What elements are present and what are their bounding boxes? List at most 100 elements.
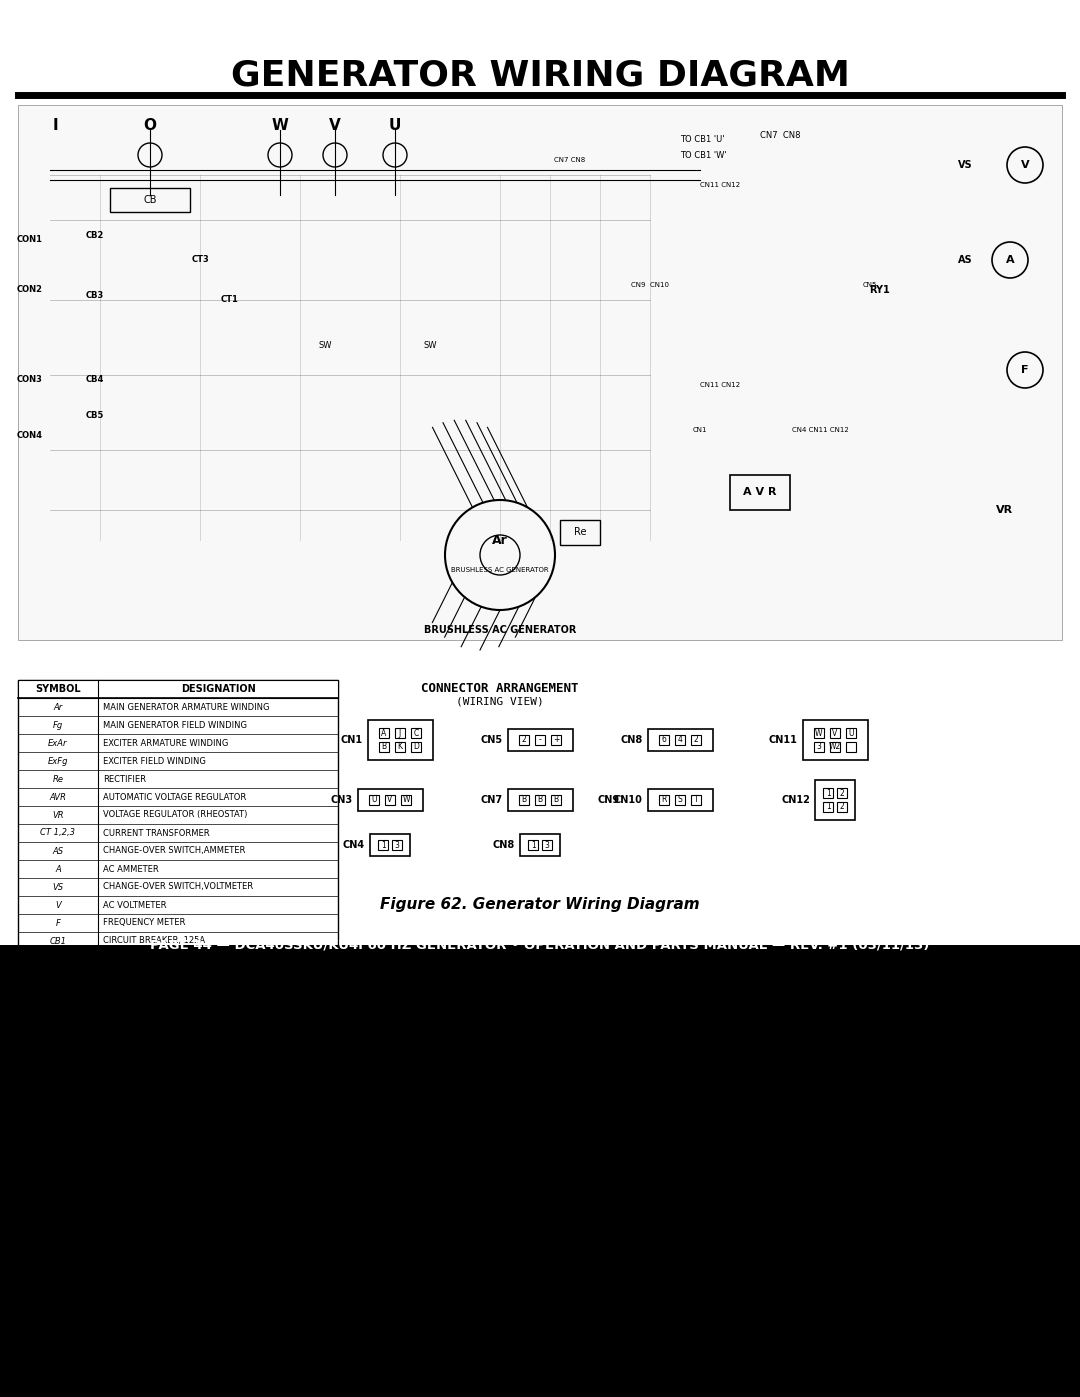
Text: Re: Re xyxy=(573,527,586,536)
Text: VR: VR xyxy=(52,810,64,820)
Text: 6: 6 xyxy=(661,735,666,745)
Text: CN7 CN8: CN7 CN8 xyxy=(554,156,585,163)
Bar xyxy=(395,728,405,739)
Text: SELECTOR SWITCH: SELECTOR SWITCH xyxy=(103,1045,183,1053)
Text: CB1: CB1 xyxy=(50,936,67,946)
Text: 2: 2 xyxy=(522,735,526,745)
Text: C: C xyxy=(414,729,419,738)
Bar xyxy=(813,742,824,752)
Text: K: K xyxy=(397,742,403,752)
Bar xyxy=(730,475,789,510)
Text: V: V xyxy=(388,795,393,805)
Text: CON3,4: CON3,4 xyxy=(42,1009,75,1017)
Text: RECEPTACLE, CS6369: RECEPTACLE, CS6369 xyxy=(103,990,194,999)
Text: CN8: CN8 xyxy=(620,735,643,745)
Text: RECEPTACLE, GF-500EM: RECEPTACLE, GF-500EM xyxy=(103,1009,204,1017)
Bar xyxy=(535,795,545,805)
Bar xyxy=(813,728,824,739)
Bar xyxy=(402,795,411,805)
Text: CT3: CT3 xyxy=(191,256,208,264)
Text: 2: 2 xyxy=(839,789,845,798)
Bar xyxy=(648,789,713,812)
Bar xyxy=(395,742,405,752)
Text: F: F xyxy=(55,918,60,928)
Text: CB2,3: CB2,3 xyxy=(45,954,70,964)
Bar xyxy=(110,189,190,212)
Text: +: + xyxy=(553,735,559,745)
Text: CB: CB xyxy=(144,196,157,205)
Bar xyxy=(411,728,421,739)
Text: AVR: AVR xyxy=(50,792,67,802)
Text: CN5: CN5 xyxy=(481,735,502,745)
Text: RY1: RY1 xyxy=(869,285,890,295)
Text: B: B xyxy=(522,795,526,805)
Text: U: U xyxy=(372,795,377,805)
Text: CN5: CN5 xyxy=(863,282,877,288)
Text: A: A xyxy=(55,865,60,873)
Bar xyxy=(18,680,338,1076)
Bar xyxy=(837,802,847,812)
Text: CN11 CN12: CN11 CN12 xyxy=(700,182,740,189)
Bar xyxy=(659,795,669,805)
Text: BRUSHLESS AC GENERATOR: BRUSHLESS AC GENERATOR xyxy=(423,624,577,636)
Text: V: V xyxy=(1021,161,1029,170)
Text: (WIRING VIEW): (WIRING VIEW) xyxy=(456,697,544,707)
Bar xyxy=(528,840,538,849)
Text: B: B xyxy=(381,742,387,752)
Bar xyxy=(675,795,685,805)
Text: V: V xyxy=(833,729,838,738)
Text: 1: 1 xyxy=(826,789,831,798)
Bar xyxy=(551,795,562,805)
Text: VR: VR xyxy=(997,504,1013,515)
Text: CB5: CB5 xyxy=(85,411,104,419)
Bar xyxy=(392,840,402,849)
Text: PAGE 44 — DCA40SSKU/KU4i 60 HZ GENERATOR • OPERATION AND PARTS MANUAL — REV. #1 : PAGE 44 — DCA40SSKU/KU4i 60 HZ GENERATOR… xyxy=(150,939,930,951)
Text: BRUSHLESS AC GENERATOR: BRUSHLESS AC GENERATOR xyxy=(451,567,549,573)
Text: W: W xyxy=(271,117,288,133)
Text: Ar: Ar xyxy=(53,703,63,711)
Text: DESIGNATION: DESIGNATION xyxy=(180,685,255,694)
Bar xyxy=(18,105,1062,640)
Bar xyxy=(519,834,561,856)
Bar xyxy=(18,680,338,698)
Text: FREQUENCY METER: FREQUENCY METER xyxy=(103,918,186,928)
Text: W: W xyxy=(815,729,823,738)
Text: CN4 CN11 CN12: CN4 CN11 CN12 xyxy=(792,427,849,433)
Text: VS: VS xyxy=(53,883,64,891)
Text: CHANGE-OVER SWITCH,VOLTMETER: CHANGE-OVER SWITCH,VOLTMETER xyxy=(103,883,253,891)
Text: EXCITER ARMATURE WINDING: EXCITER ARMATURE WINDING xyxy=(103,739,228,747)
Text: CON2: CON2 xyxy=(17,285,43,295)
Text: Ar: Ar xyxy=(492,534,508,546)
Text: I: I xyxy=(52,117,58,133)
Text: MAIN GENERATOR ARMATURE WINDING: MAIN GENERATOR ARMATURE WINDING xyxy=(103,703,270,711)
Text: B: B xyxy=(538,795,542,805)
Text: SW: SW xyxy=(319,341,332,349)
Text: CN1: CN1 xyxy=(340,735,363,745)
Text: CN8: CN8 xyxy=(492,840,515,849)
Text: CB4,5: CB4,5 xyxy=(45,972,70,982)
Text: GENERATOR WIRING DIAGRAM: GENERATOR WIRING DIAGRAM xyxy=(230,59,850,92)
Text: W: W xyxy=(403,795,410,805)
Text: CN11 CN12: CN11 CN12 xyxy=(700,381,740,388)
Text: F: F xyxy=(1022,365,1029,374)
Text: MAIN GENERATOR FIELD WINDING: MAIN GENERATOR FIELD WINDING xyxy=(103,721,247,729)
Text: CURRENT TRANSFORMER: CURRENT TRANSFORMER xyxy=(103,828,210,837)
Text: CON1,2: CON1,2 xyxy=(42,990,75,999)
Text: AS: AS xyxy=(53,847,64,855)
Text: Figure 62. Generator Wiring Diagram: Figure 62. Generator Wiring Diagram xyxy=(380,897,700,912)
Text: OVER CURRENT RELAY: OVER CURRENT RELAY xyxy=(103,1027,198,1035)
Bar xyxy=(411,742,421,752)
Text: RECTIFIER: RECTIFIER xyxy=(103,774,146,784)
Bar xyxy=(384,795,395,805)
Text: CN9: CN9 xyxy=(598,795,620,805)
Text: B: B xyxy=(554,795,558,805)
Text: OC: OC xyxy=(52,1027,64,1035)
Bar xyxy=(379,728,389,739)
Text: V: V xyxy=(55,901,60,909)
Text: 3: 3 xyxy=(544,841,549,849)
Text: SYMBOL: SYMBOL xyxy=(36,685,81,694)
Text: 2: 2 xyxy=(693,735,699,745)
Bar xyxy=(378,840,389,849)
Bar xyxy=(823,788,834,798)
Text: TO CB1 'W': TO CB1 'W' xyxy=(680,151,727,159)
